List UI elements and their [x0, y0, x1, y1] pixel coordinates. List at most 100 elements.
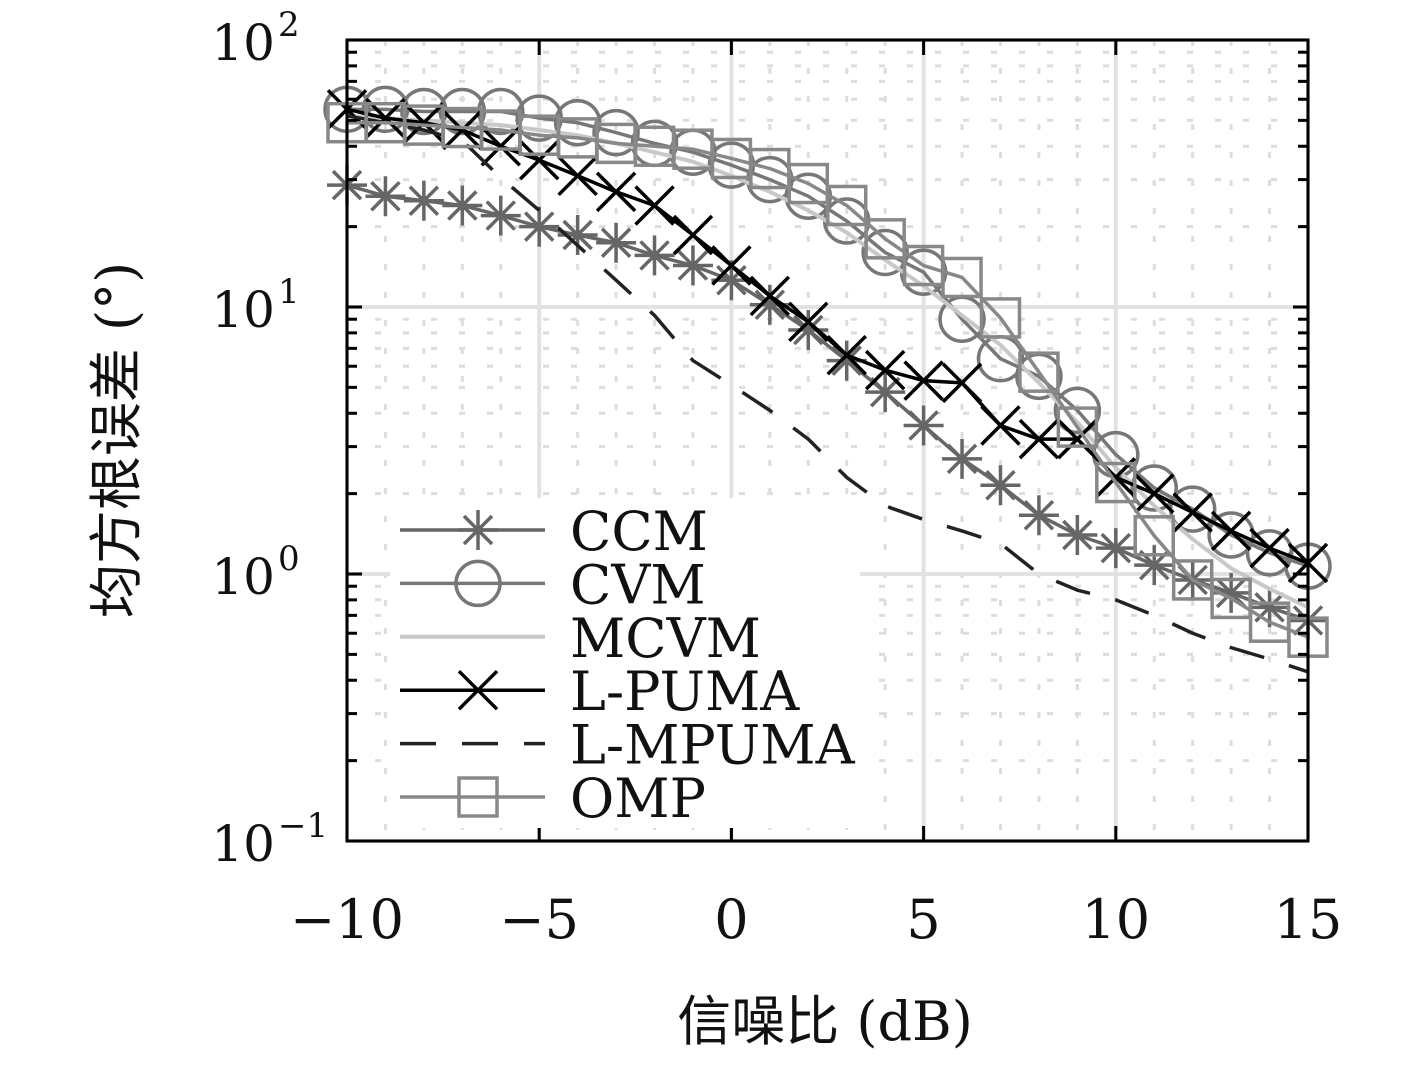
circle-marker — [1207, 511, 1255, 559]
series-omp — [326, 101, 1329, 658]
x-marker — [711, 245, 752, 286]
x-marker — [518, 139, 560, 181]
x-marker — [864, 349, 906, 391]
x-marker — [903, 360, 944, 401]
x-tick-labels: −10 −5 0 5 10 15 — [290, 888, 1342, 951]
ticks — [345, 38, 1310, 843]
plot-frame — [345, 38, 1310, 843]
y-tick-label: 10 — [211, 815, 275, 873]
asterisk-marker — [1018, 495, 1059, 536]
asterisk-marker — [711, 260, 752, 301]
square-marker — [979, 297, 1022, 339]
asterisk-marker — [1095, 528, 1136, 569]
series-line — [346, 114, 1309, 674]
x-marker — [634, 185, 675, 226]
asterisk-marker — [788, 310, 829, 351]
square-marker — [787, 162, 830, 205]
x-tick-label: 0 — [714, 888, 748, 951]
circle-marker — [1130, 464, 1178, 512]
x-tick-label: 15 — [1274, 888, 1343, 951]
asterisk-marker — [442, 185, 483, 226]
asterisk-marker — [519, 206, 560, 247]
x-marker — [442, 109, 483, 151]
square-marker — [1018, 351, 1060, 393]
legend-item-cvm: CVM — [400, 553, 706, 616]
square-marker — [825, 184, 868, 227]
square-marker — [1056, 406, 1099, 448]
series-layer — [323, 85, 1332, 674]
legend-item-l-mpuma: L-MPUMA — [400, 714, 856, 777]
circle-marker — [592, 108, 640, 157]
asterisk-marker — [480, 195, 521, 236]
y-axis-label: 均方根误差 (°) — [85, 262, 148, 618]
x-marker — [1210, 510, 1252, 552]
x-marker — [980, 405, 1021, 446]
x-marker — [941, 362, 983, 404]
asterisk-marker — [1211, 572, 1252, 613]
x-tick-label: 10 — [1081, 888, 1150, 951]
x-marker — [672, 214, 714, 256]
x-marker — [595, 171, 637, 213]
legend-item-omp: OMP — [400, 767, 706, 830]
asterisk-marker — [672, 245, 713, 286]
x-tick-label: −5 — [499, 888, 579, 951]
asterisk-marker — [749, 284, 790, 325]
legend-label: L-PUMA — [570, 660, 800, 723]
y-tick-label: 10 — [211, 548, 275, 606]
asterisk-marker — [1134, 545, 1175, 586]
x-marker — [788, 301, 829, 343]
circle-marker — [361, 85, 410, 134]
x-axis-label: 信噪比 (dB) — [677, 990, 973, 1053]
asterisk-marker — [596, 222, 637, 263]
legend-background — [390, 498, 860, 828]
asterisk-marker — [365, 176, 406, 217]
asterisk-marker — [403, 180, 444, 221]
legend-item-ccm: CCM — [400, 500, 708, 563]
series-ccm — [327, 165, 1328, 641]
legend-item-mcvm: MCVM — [400, 607, 761, 670]
series-l-mpuma — [346, 114, 1309, 674]
legend-label: L-MPUMA — [570, 714, 856, 777]
square-marker — [1210, 577, 1252, 620]
y-tick-exponent: 0 — [278, 539, 300, 579]
asterisk-marker — [634, 235, 675, 276]
x-marker — [557, 155, 598, 197]
x-marker — [826, 334, 867, 376]
square-marker — [457, 776, 499, 818]
asterisk-marker — [980, 465, 1021, 506]
legend-item-l-puma: L-PUMA — [400, 660, 800, 723]
x-tick-label: −10 — [290, 888, 404, 951]
asterisk-marker — [865, 372, 906, 413]
x-marker — [1249, 527, 1290, 569]
asterisk-marker — [557, 215, 598, 256]
asterisk-marker — [903, 405, 944, 446]
legend-label: MCVM — [570, 607, 761, 670]
square-marker — [1133, 515, 1175, 557]
x-marker — [749, 275, 791, 317]
square-marker — [941, 256, 983, 299]
y-tick-exponent: 1 — [278, 272, 300, 312]
x-marker — [1057, 418, 1098, 460]
y-tick-exponent: −1 — [278, 806, 328, 846]
square-marker — [864, 218, 906, 260]
asterisk-marker — [826, 340, 867, 381]
square-marker — [1095, 461, 1137, 504]
circle-marker — [1053, 386, 1102, 435]
x-marker — [1134, 473, 1175, 514]
y-tick-label: 10 — [211, 14, 275, 72]
legend-label: OMP — [570, 767, 706, 830]
legend-label: CCM — [570, 500, 708, 563]
legend-label: CVM — [570, 553, 706, 616]
x-tick-label: 5 — [906, 888, 940, 951]
x-marker — [480, 126, 521, 167]
x-marker — [457, 669, 499, 711]
x-marker — [403, 102, 445, 143]
y-tick-label: 10 — [211, 281, 275, 339]
asterisk-marker — [1057, 514, 1098, 555]
asterisk-marker — [1249, 587, 1290, 628]
asterisk-marker — [942, 438, 983, 479]
asterisk-marker — [458, 510, 498, 550]
